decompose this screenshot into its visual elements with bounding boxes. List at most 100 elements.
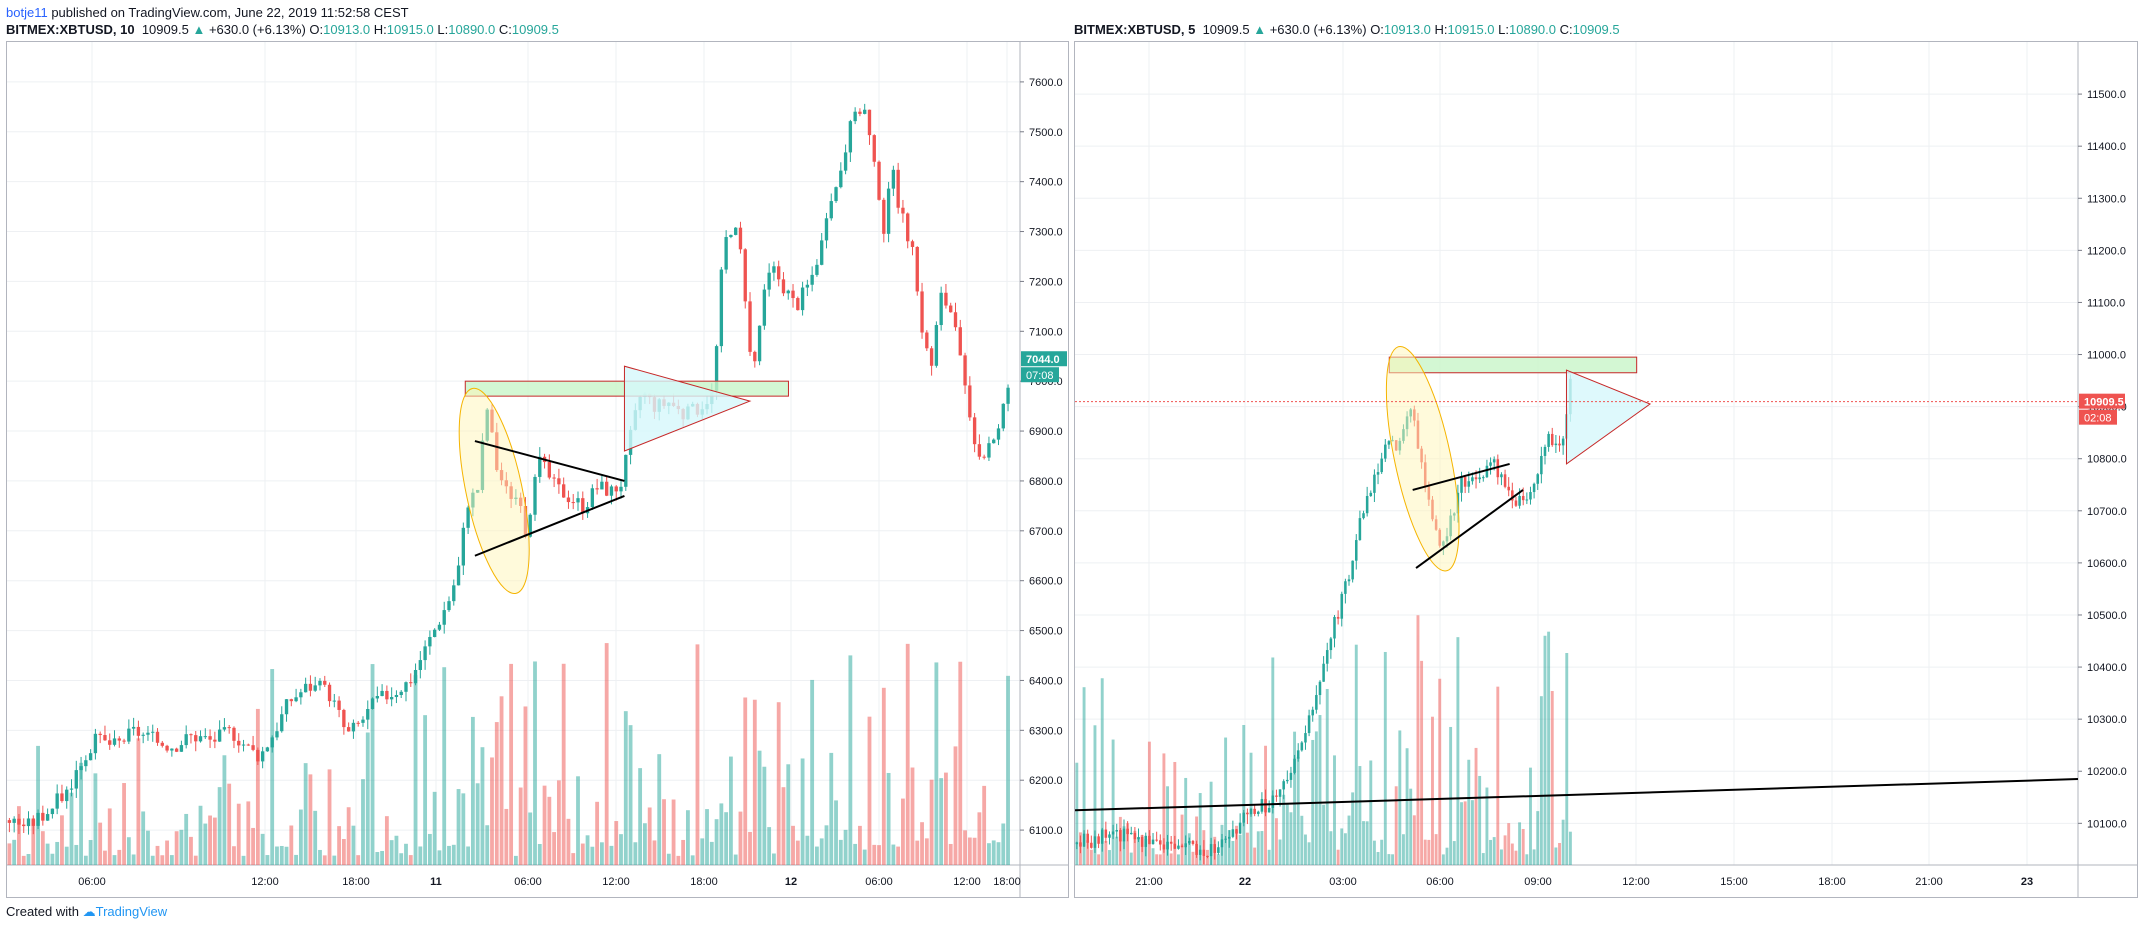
candle-body (1227, 836, 1231, 839)
candle-body (1529, 492, 1532, 500)
volume-bar (1274, 818, 1278, 865)
candle-body (385, 690, 389, 700)
volume-bar (533, 661, 537, 865)
candle-body (1380, 458, 1383, 473)
publish-info: published on TradingView.com, June 22, 2… (51, 5, 409, 20)
volume-bar (485, 825, 490, 865)
candle-body (189, 734, 193, 736)
volume-bar (265, 855, 270, 865)
volume-bar (131, 854, 136, 865)
candle-body (413, 669, 418, 684)
candle-body (1180, 845, 1184, 848)
candle-body (12, 818, 16, 823)
volume-bar (1235, 825, 1238, 865)
volume-bar (1554, 847, 1558, 865)
volume-bar (599, 842, 604, 865)
candle-body (714, 346, 719, 391)
volume-bar (284, 846, 289, 865)
candle-body (920, 291, 924, 333)
volume-bar (1561, 819, 1565, 865)
volume-bar (748, 831, 752, 865)
x-tick-label: 15:00 (1720, 876, 1748, 888)
volume-bar (112, 855, 117, 865)
candle-body (1282, 781, 1285, 790)
volume-bar (1296, 756, 1300, 865)
candle-body (1144, 835, 1148, 847)
volume-bar (939, 778, 944, 865)
candle-body (1311, 709, 1314, 716)
volume-bar (1097, 854, 1101, 865)
y-tick-label: 6100.0 (1029, 825, 1063, 837)
volume-bar (1521, 828, 1525, 865)
candle-body (60, 793, 64, 802)
volume-bar (604, 643, 609, 865)
candle-body (31, 818, 35, 826)
y-tick-label: 7300.0 (1029, 227, 1063, 239)
x-tick-label: 06:00 (865, 876, 893, 888)
candle-body (103, 735, 107, 741)
candle-body (370, 698, 375, 710)
volume-bar (437, 850, 442, 865)
author-link[interactable]: botje11 (6, 5, 48, 20)
candle-body (117, 738, 121, 741)
volume-bar (1474, 747, 1478, 865)
candle-body (1093, 836, 1097, 848)
volume-bar (905, 643, 910, 865)
y-tick-label: 10600.0 (2087, 558, 2127, 570)
volume-bar (480, 747, 485, 865)
candle-body (1090, 842, 1093, 848)
candle-body (1209, 844, 1213, 857)
candle-body (748, 301, 752, 352)
tradingview-brand[interactable]: TradingView (95, 904, 168, 919)
candle-body (108, 740, 112, 745)
x-tick-label: 03:00 (1329, 876, 1357, 888)
volume-bar (1089, 849, 1093, 865)
volume-bar (380, 850, 385, 865)
candle-body (452, 585, 456, 602)
candle-body (781, 279, 786, 294)
candle-body (1365, 495, 1369, 514)
volume-bar (705, 809, 709, 865)
volume-bar (504, 808, 509, 865)
x-tick-label: 12:00 (251, 876, 279, 888)
candle-body (98, 733, 102, 736)
candle-body (151, 731, 155, 733)
time-axis: 21:00 22 03:00 06:00 09:00 12:00 15:00 18:00 21:… (1135, 876, 2033, 888)
x-tick-label: 09:00 (1524, 876, 1552, 888)
legend-symbol: BITMEX:XBTUSD, 10 (6, 22, 135, 37)
volume-bar (246, 801, 251, 865)
volume-bar (719, 803, 724, 865)
candle-body (1561, 438, 1565, 446)
candle-body (1137, 836, 1140, 840)
volume-bar (294, 854, 298, 865)
volume-bar (423, 715, 428, 865)
candle-body (26, 818, 31, 827)
volume-bar (1481, 853, 1485, 865)
volume-bar (834, 800, 838, 865)
chart-panel-left[interactable]: 6100.0 6200.0 6300.0 6400.0 6500.0 6600.0 6700… (6, 41, 1069, 898)
volume-bar (671, 799, 676, 865)
candle-body (122, 740, 126, 742)
candle-body (1249, 808, 1253, 815)
candle-body (41, 812, 45, 821)
volume-bar (103, 850, 107, 865)
candle-body (1188, 840, 1191, 844)
candle-body (1289, 772, 1293, 780)
y-tick-label: 7200.0 (1029, 276, 1063, 288)
candle-body (1336, 616, 1340, 619)
candlestick-chart-right[interactable]: 10100.0 10200.0 10300.0 10400.0 10500.0 10600… (1074, 42, 2137, 897)
candlestick-chart-left[interactable]: 6100.0 6200.0 6300.0 6400.0 6500.0 6600.0 6700… (7, 42, 1068, 897)
volume-bar (1507, 823, 1511, 865)
volume-bar (126, 837, 131, 865)
candle-body (423, 646, 427, 661)
candle-body (299, 692, 303, 698)
candle-body (1264, 799, 1267, 813)
chart-panel-right[interactable]: 10100.0 10200.0 10300.0 10400.0 10500.0 10600… (1074, 41, 2138, 898)
candle-body (1224, 838, 1227, 840)
candle-body (1540, 455, 1543, 475)
volume-bar (1380, 839, 1384, 865)
volume-bar (365, 732, 370, 865)
volume-bar (791, 825, 795, 865)
candle-body (1108, 834, 1111, 838)
x-tick-label: 18:00 (993, 876, 1021, 888)
